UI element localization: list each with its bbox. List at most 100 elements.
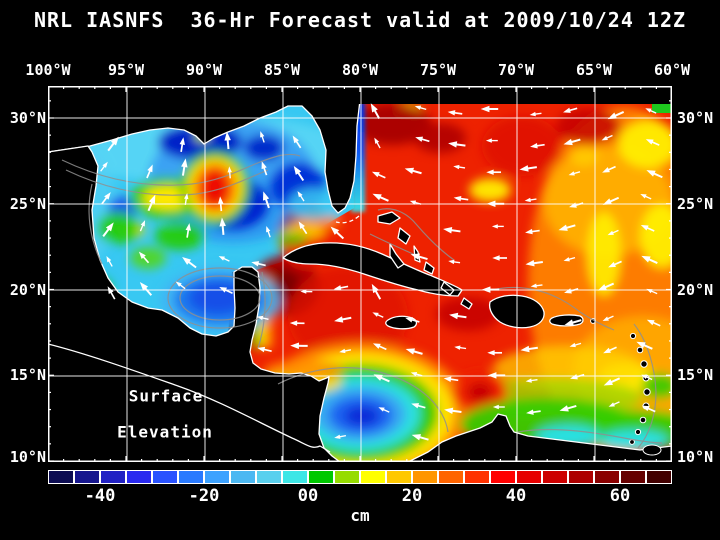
colorbar-cell: [153, 471, 177, 483]
current-arrow: [640, 224, 655, 232]
current-arrow: [597, 282, 615, 291]
current-arrow: [405, 348, 423, 355]
current-arrow: [481, 286, 500, 293]
colorbar-cell: [179, 471, 203, 483]
colorbar-cell: [439, 471, 463, 483]
current-arrow: [256, 315, 269, 321]
current-arrow: [480, 105, 499, 113]
current-arrow: [330, 226, 345, 240]
current-arrow: [530, 283, 543, 288]
current-arrow: [139, 220, 146, 232]
current-arrow: [106, 256, 113, 267]
current-arrow: [487, 372, 506, 379]
current-arrow: [263, 191, 270, 209]
current-arrow: [333, 285, 349, 291]
current-arrow: [371, 171, 386, 179]
current-arrow: [601, 134, 613, 141]
colorbar-cell: [75, 471, 99, 483]
colorbar-cell: [231, 471, 255, 483]
current-arrow: [525, 378, 538, 383]
current-arrow: [569, 342, 582, 348]
current-arrow: [448, 141, 466, 148]
current-arrow: [444, 407, 462, 415]
current-arrow: [558, 224, 576, 231]
elevation-label: Elevation: [117, 422, 213, 442]
lat-tick-label-right: 20°N: [677, 281, 714, 299]
lon-tick-label: 65°W: [575, 61, 613, 79]
current-arrow: [443, 376, 459, 382]
current-arrow: [646, 288, 658, 295]
colorbar-cell: [491, 471, 515, 483]
current-arrow: [251, 261, 266, 267]
current-arrow: [607, 111, 625, 120]
current-arrow: [447, 110, 463, 116]
current-arrow: [257, 346, 272, 353]
current-arrow: [102, 222, 114, 237]
graticule-gridlines: [48, 86, 672, 462]
coastline-florida-keys: [335, 215, 360, 224]
current-arrow: [334, 434, 347, 439]
current-arrow: [519, 165, 537, 172]
current-arrow: [414, 105, 427, 111]
current-arrow: [138, 251, 150, 264]
colorbar-cell: [595, 471, 619, 483]
current-arrow: [266, 225, 271, 238]
bathymetry-contours: [61, 153, 663, 449]
current-arrow: [529, 111, 542, 117]
current-arrow: [182, 256, 197, 269]
current-arrow: [646, 170, 663, 179]
colorbar-cell: [309, 471, 333, 483]
surface-label: Surface: [128, 386, 204, 406]
lat-tick-label-right: 15°N: [677, 366, 714, 384]
current-arrow: [453, 164, 466, 170]
current-arrow: [146, 164, 153, 179]
current-arrow: [645, 108, 657, 114]
current-arrow: [636, 341, 653, 350]
current-arrow: [409, 200, 422, 205]
current-arrow: [181, 158, 188, 176]
current-arrow: [525, 259, 543, 267]
current-arrow: [603, 346, 617, 354]
current-arrow: [485, 138, 498, 143]
current-arrow: [184, 193, 189, 205]
lat-tick-label-left: 10°N: [9, 448, 46, 466]
current-arrow: [179, 137, 185, 152]
current-arrow: [640, 194, 652, 200]
colorbar-cell: [283, 471, 307, 483]
current-arrow: [602, 196, 620, 205]
current-arrow: [569, 202, 584, 208]
lon-tick-label: 85°W: [263, 61, 301, 79]
current-arrow: [139, 282, 153, 296]
colorbar-cell: [647, 471, 671, 483]
colorbar-cell: [127, 471, 151, 483]
current-arrow: [607, 229, 619, 236]
coastline-pacific: [47, 343, 331, 453]
lat-tick-label-right: 10°N: [677, 448, 714, 466]
current-arrow: [608, 260, 622, 268]
colorbar-tick-label: 60: [609, 486, 631, 506]
current-arrow: [487, 350, 503, 356]
colorbar-cell: [621, 471, 645, 483]
colorbar-cell: [205, 471, 229, 483]
current-arrow: [602, 315, 614, 321]
current-arrow: [175, 281, 186, 290]
current-arrow: [227, 166, 232, 179]
colorbar-tick-label: 00: [297, 486, 319, 506]
plot-title: NRL IASNFS 36-Hr Forecast valid at 2009/…: [33, 8, 687, 32]
current-arrow: [373, 374, 390, 383]
current-arrow: [185, 223, 191, 238]
current-arrow: [404, 167, 422, 175]
current-arrow: [371, 283, 382, 300]
lat-tick-label-left: 30°N: [9, 109, 46, 127]
current-arrow: [603, 377, 621, 386]
current-arrow: [218, 256, 230, 262]
current-arrow: [525, 228, 540, 235]
current-arrow: [261, 161, 268, 176]
colorbar: [48, 470, 672, 484]
colorbar-cell: [413, 471, 437, 483]
current-arrow: [520, 345, 538, 353]
colorbar-cell: [387, 471, 411, 483]
land-puerto-rico: [549, 314, 584, 327]
colorbar-cell: [361, 471, 385, 483]
land-cuba: [282, 242, 463, 297]
